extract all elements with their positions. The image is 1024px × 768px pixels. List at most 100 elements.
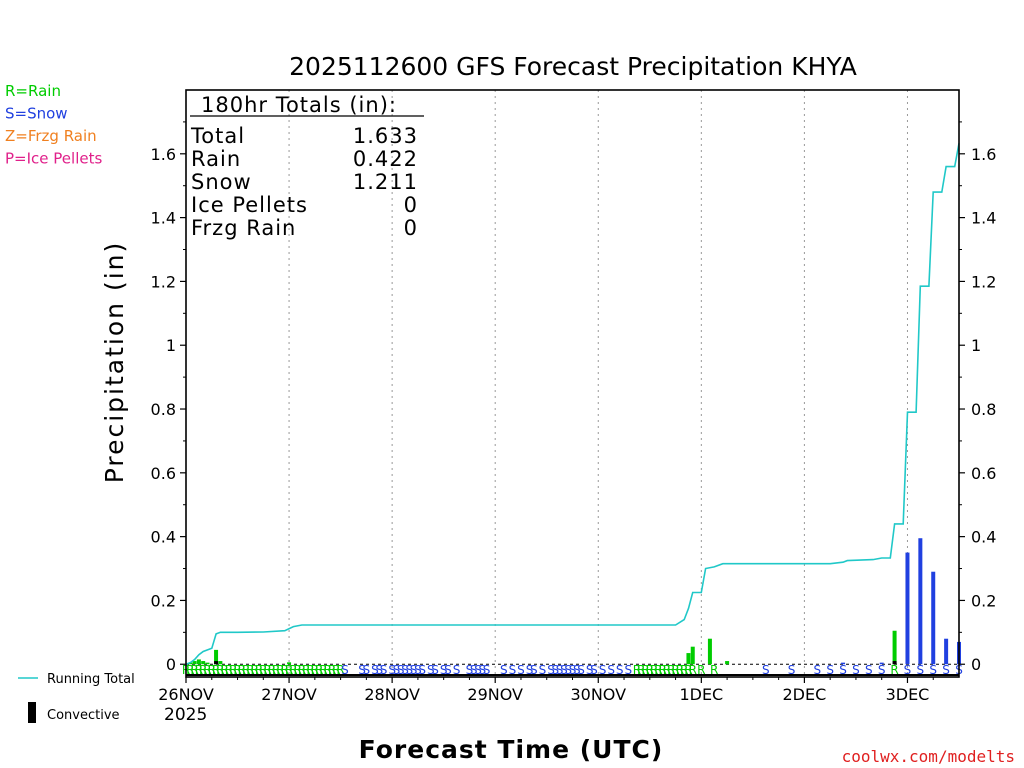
precip-bar-rain — [192, 661, 197, 665]
type-letter: S — [560, 663, 568, 677]
type-letter: S — [788, 663, 796, 677]
type-letter: R — [633, 663, 641, 677]
y-tick-label-right: 1.6 — [971, 145, 996, 164]
type-letter: R — [654, 663, 662, 677]
type-letter: R — [216, 663, 224, 677]
type-letter: S — [599, 663, 607, 677]
running-total-line — [185, 143, 960, 665]
totals-row-label: Rain — [191, 147, 241, 171]
precip-bar-rain — [686, 653, 691, 665]
type-letter: S — [904, 663, 912, 677]
type-letter: R — [220, 663, 228, 677]
totals-row-value: 1.633 — [353, 124, 418, 148]
y-tick-label-left: 1 — [166, 336, 176, 355]
type-letter: R — [637, 663, 645, 677]
type-letter: R — [268, 663, 276, 677]
type-letter: S — [929, 663, 937, 677]
type-letter: S — [813, 663, 821, 677]
type-letter: R — [697, 663, 705, 677]
type-letter: R — [203, 663, 211, 677]
y-tick-label-right: 1.2 — [971, 272, 996, 291]
type-letter: R — [641, 663, 649, 677]
precip-bar-rain — [892, 630, 897, 665]
totals-row-label: Total — [190, 124, 245, 148]
type-letter: S — [418, 663, 426, 677]
type-letter: R — [659, 663, 667, 677]
y-tick-label-left: 0.6 — [151, 464, 176, 483]
type-letter: R — [272, 663, 280, 677]
y-tick-label-left: 0.4 — [151, 528, 176, 547]
plot-frame — [185, 89, 960, 678]
type-letter: R — [229, 663, 237, 677]
y-tick-label-left: 0.8 — [151, 400, 176, 419]
precip-bar-rain — [201, 661, 206, 665]
type-letter: R — [650, 663, 658, 677]
x-axis-label: Forecast Time (UTC) — [359, 735, 664, 764]
y-tick-label-right: 0.2 — [971, 591, 996, 610]
type-letter: R — [311, 663, 319, 677]
grid — [186, 90, 959, 677]
type-letter: S — [586, 663, 594, 677]
type-letter: R — [238, 663, 246, 677]
precip-bar-rain — [196, 659, 201, 665]
x-tick-label: 27NOV — [261, 685, 317, 704]
precip-bar-snow — [931, 571, 936, 665]
year-label: 2025 — [164, 705, 207, 725]
type-letter: R — [319, 663, 327, 677]
totals-box: 180hr Totals (in): Total 1.633 Rain 0.422 Sno… — [190, 93, 424, 240]
type-letter: S — [839, 663, 847, 677]
convective-swatch — [28, 702, 36, 723]
type-letter: R — [336, 663, 344, 677]
type-letter: R — [242, 663, 250, 677]
type-letter: R — [276, 663, 284, 677]
type-letter: R — [293, 663, 301, 677]
type-letter: R — [298, 663, 306, 677]
type-letter: R — [199, 663, 207, 677]
type-letter: R — [225, 663, 233, 677]
y-tick-label-right: 0 — [971, 655, 981, 674]
type-letter: R — [332, 663, 340, 677]
type-letter: R — [315, 663, 323, 677]
type-letter: R — [281, 663, 289, 677]
type-letter: S — [590, 663, 598, 677]
type-letter: S — [526, 663, 534, 677]
type-letter: S — [573, 663, 581, 677]
type-letter: R — [667, 663, 675, 677]
type-letter: R — [186, 663, 194, 677]
type-letter: S — [341, 663, 349, 677]
type-letter: R — [212, 663, 220, 677]
type-letter: R — [676, 663, 684, 677]
y-tick-label-left: 1.2 — [151, 272, 176, 291]
type-legend-entry: Z=Frzg Rain — [5, 127, 97, 145]
type-letter: S — [625, 663, 633, 677]
axes: 0 00.2 0.20.4 0.40.6 0.60.8 0.81 11.2 1.21.4 1.4… — [151, 121, 996, 704]
type-letter: S — [865, 663, 873, 677]
y-tick-label-left: 1.4 — [151, 209, 176, 228]
precip-bar-snow — [879, 662, 884, 665]
running-total-layer — [185, 143, 960, 665]
type-letter: S — [414, 663, 422, 677]
type-legend-entry: P=Ice Pellets — [5, 150, 102, 168]
y-tick-label-left: 0.2 — [151, 591, 176, 610]
type-letter: S — [564, 663, 572, 677]
y-tick-label-right: 0.8 — [971, 400, 996, 419]
type-letter: S — [479, 663, 487, 677]
type-letter: R — [208, 663, 216, 677]
type-letter: S — [556, 663, 564, 677]
type-letter: R — [671, 663, 679, 677]
y-axis-label: Precipitation (in) — [100, 241, 129, 484]
plot-frame-layer — [185, 89, 960, 678]
type-letter: S — [878, 663, 886, 677]
type-letter: S — [444, 663, 452, 677]
x-tick-label: 2DEC — [783, 685, 827, 704]
type-letter: R — [646, 663, 654, 677]
precip-bar-rain — [707, 638, 712, 665]
type-letter: R — [689, 663, 697, 677]
type-letter: S — [826, 663, 834, 677]
type-letter: R — [246, 663, 254, 677]
precip-bar-snow — [944, 638, 949, 665]
type-letter: R — [328, 663, 336, 677]
precip-bar-snow — [918, 538, 923, 665]
x-tick-label: 30NOV — [570, 685, 626, 704]
